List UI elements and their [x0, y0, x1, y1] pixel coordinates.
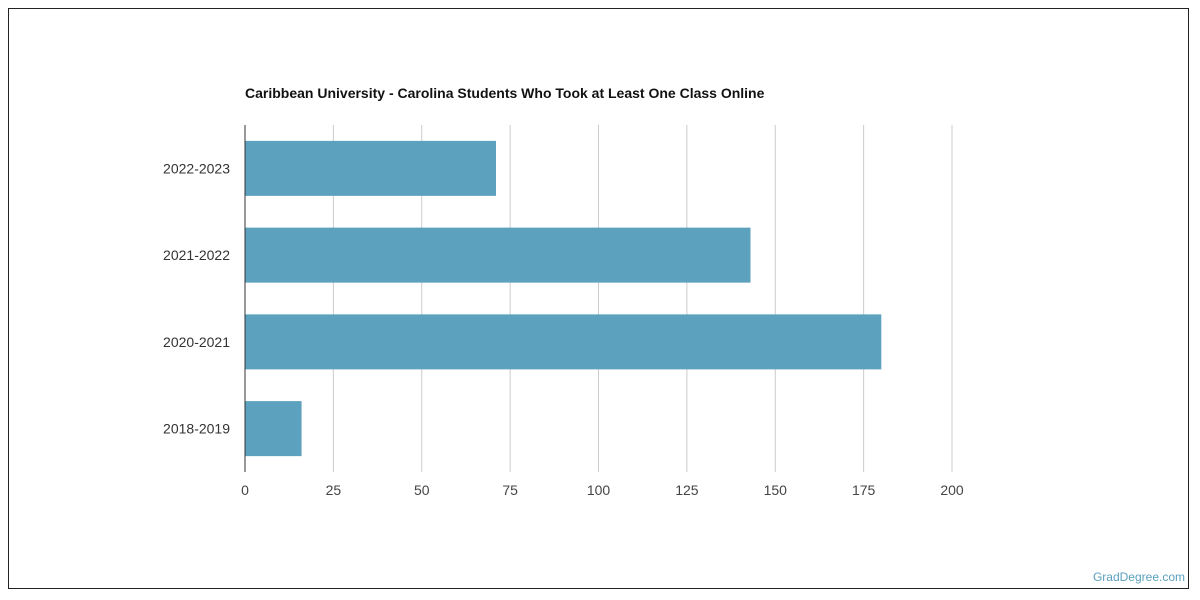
bar — [245, 140, 496, 196]
gridlines — [332, 125, 953, 472]
category-label: 2021-2022 — [163, 247, 230, 263]
x-tick-label: 50 — [414, 482, 430, 498]
bar — [245, 314, 882, 370]
x-tick-label: 150 — [764, 482, 788, 498]
bar — [245, 401, 302, 457]
x-tick-label: 75 — [502, 482, 518, 498]
chart-title: Caribbean University - Carolina Students… — [245, 85, 765, 101]
x-tick-labels: 0 25 50 75 100 125 150 175 200 — [241, 482, 964, 498]
category-label: 2018-2019 — [163, 421, 230, 437]
x-tick-label: 100 — [587, 482, 611, 498]
bars — [245, 140, 882, 457]
category-label: 2020-2021 — [163, 334, 230, 350]
x-tick-label: 175 — [852, 482, 876, 498]
category-label: 2022-2023 — [163, 160, 230, 176]
x-tick-label: 25 — [326, 482, 342, 498]
credit-link[interactable]: GradDegree.com — [1092, 570, 1185, 584]
x-tick-label: 200 — [940, 482, 964, 498]
x-tick-label: 125 — [675, 482, 699, 498]
category-labels: 2022-2023 2021-2022 2020-2021 2018-2019 — [163, 160, 230, 436]
x-tick-label: 0 — [241, 482, 249, 498]
bar — [245, 227, 751, 283]
